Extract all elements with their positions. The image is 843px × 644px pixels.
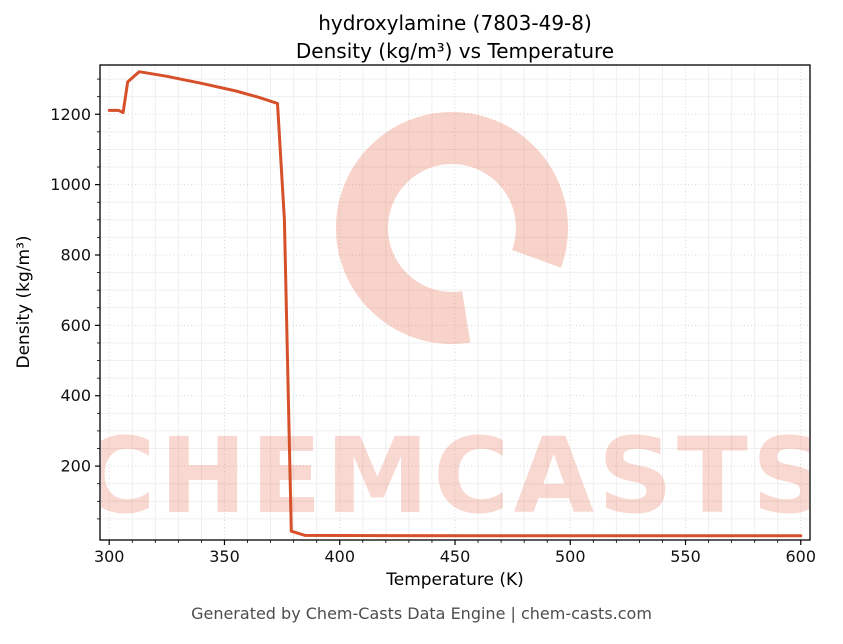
- footer-credit: Generated by Chem-Casts Data Engine | ch…: [191, 604, 652, 623]
- x-tick-label: 350: [209, 547, 240, 566]
- density-line: [107, 70, 803, 538]
- x-tick-label: 450: [440, 547, 471, 566]
- y-tick-label: 600: [60, 316, 91, 335]
- y-axis-label: Density (kg/m³): [14, 235, 34, 369]
- x-axis-label: Temperature (K): [386, 570, 524, 590]
- y-tick-label: 200: [60, 457, 91, 476]
- y-tick-label: 400: [60, 386, 91, 405]
- y-tick-label: 1200: [50, 105, 91, 124]
- chart-title-line1: hydroxylamine (7803-49-8): [318, 11, 592, 35]
- chemcasts-logo-watermark: [336, 112, 568, 344]
- grid: [100, 65, 810, 540]
- x-tick-label: 400: [324, 547, 355, 566]
- x-tick-label: 300: [94, 547, 125, 566]
- watermark-group: CHEMCASTS: [79, 112, 830, 537]
- data-series-group: [107, 70, 803, 538]
- x-tick-label: 550: [670, 547, 701, 566]
- chemcasts-text-watermark: CHEMCASTS: [79, 415, 830, 537]
- chart-title-line2: Density (kg/m³) vs Temperature: [295, 39, 615, 63]
- axis-tick-labels: 300 350 400 450 500 550 600 200 400 600 800 1000 120…: [50, 105, 816, 566]
- axis-ticks: [95, 78, 802, 545]
- x-tick-label: 500: [555, 547, 586, 566]
- y-tick-label: 800: [60, 246, 91, 265]
- x-tick-label: 600: [786, 547, 817, 566]
- y-tick-label: 1000: [50, 175, 91, 194]
